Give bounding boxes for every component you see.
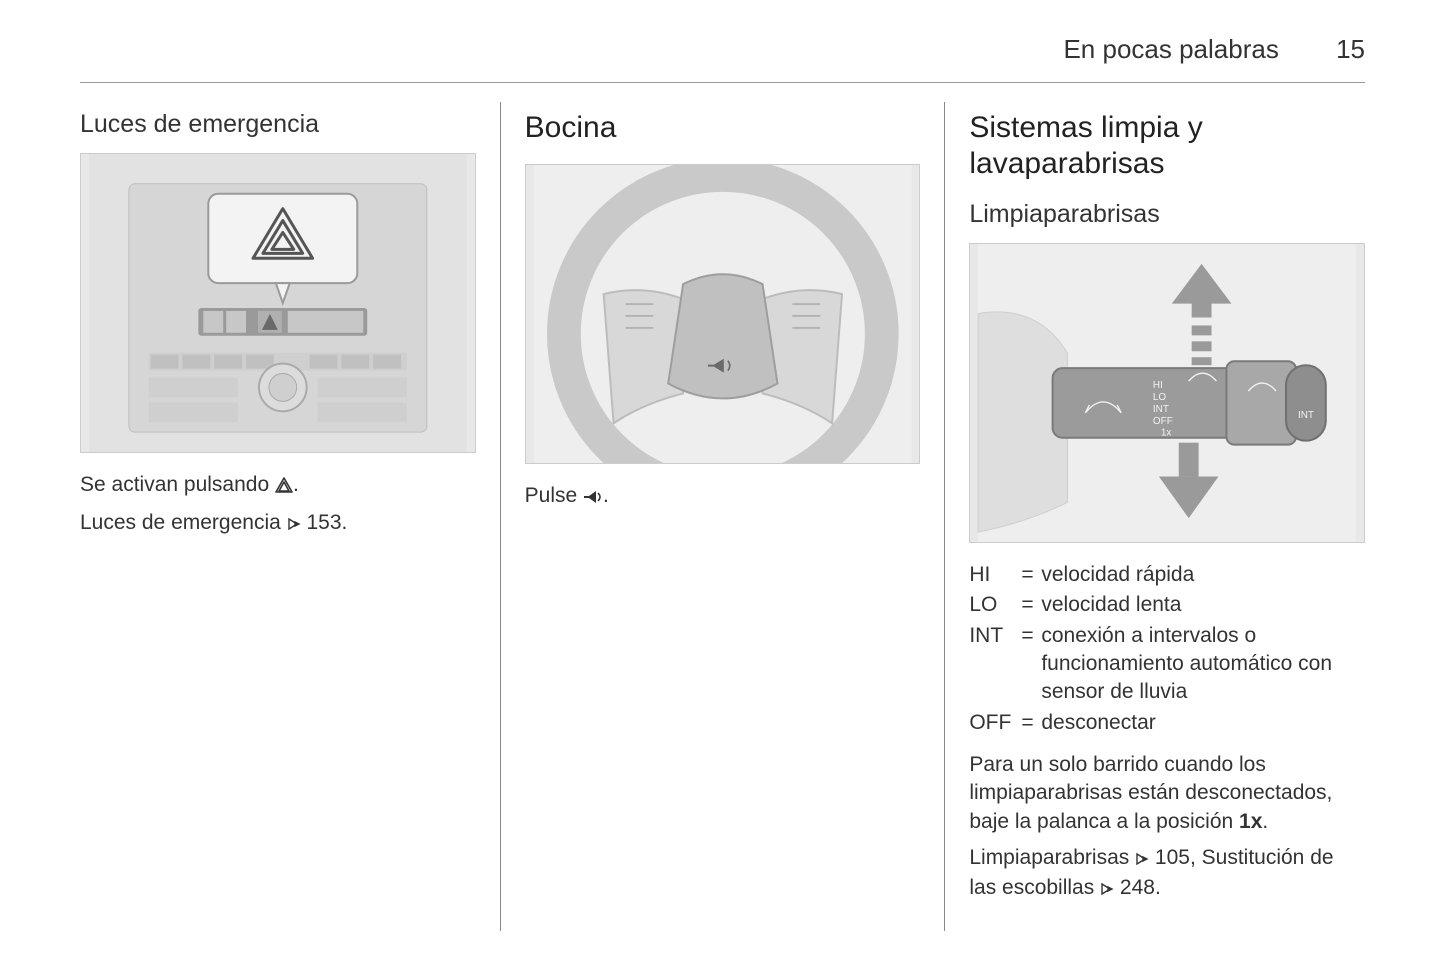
col3-para2: Limpiaparabrisas 105, Sustitución de las… <box>969 844 1365 905</box>
wiper-mode-definitions: HI = velocidad rápida LO = velocidad len… <box>969 561 1365 737</box>
running-title: En pocas palabras <box>1063 34 1278 65</box>
def-key-int: INT <box>969 622 1021 650</box>
col3-para1-a: Para un solo barrido cuando los limpiapa… <box>969 753 1332 833</box>
def-row: HI = velocidad rápida <box>969 561 1365 589</box>
def-row: LO = velocidad lenta <box>969 591 1365 619</box>
col3-para2-ref2: 248. <box>1114 876 1161 899</box>
def-eq: = <box>1021 591 1041 619</box>
col1-line1: Se activan pulsando . <box>80 471 476 501</box>
col1-line2-ref: 153. <box>301 511 348 534</box>
svg-text:1x: 1x <box>1161 428 1172 439</box>
header-rule <box>80 82 1365 83</box>
wiper-stalk-svg: HI LO INT OFF 1x INT <box>970 244 1364 542</box>
def-val-int: conexión a intervalos o funcionamiento a… <box>1041 622 1365 707</box>
col2-line1-prefix: Pulse <box>525 484 583 507</box>
def-key-off: OFF <box>969 709 1021 737</box>
column-1: Luces de emergencia <box>80 98 500 935</box>
col3-para1-b: . <box>1262 810 1268 833</box>
svg-text:INT: INT <box>1153 404 1169 415</box>
svg-text:HI: HI <box>1153 380 1163 391</box>
def-val-hi: velocidad rápida <box>1041 561 1365 589</box>
def-val-off: desconectar <box>1041 709 1365 737</box>
col3-para2-ref1: 105 <box>1149 846 1190 869</box>
wiper-stalk-illustration: HI LO INT OFF 1x INT <box>969 243 1365 543</box>
col1-line1-prefix: Se activan pulsando <box>80 473 275 496</box>
def-row: OFF = desconectar <box>969 709 1365 737</box>
steering-wheel-illustration <box>525 164 921 464</box>
column-2: Bocina <box>501 98 945 935</box>
def-eq: = <box>1021 561 1041 589</box>
col2-line1: Pulse . <box>525 482 921 512</box>
hazard-lights-illustration <box>80 153 476 453</box>
hazard-triangle-icon <box>275 473 293 501</box>
def-val-lo: velocidad lenta <box>1041 591 1365 619</box>
col3-para1: Para un solo barrido cuando los limpiapa… <box>969 751 1365 836</box>
column-3: Sistemas limpia y lavaparabrisas Limpiap… <box>945 98 1365 935</box>
col2-line1-suffix: . <box>603 484 609 507</box>
horn-icon <box>583 484 603 512</box>
running-header: En pocas palabras 15 <box>1063 34 1365 65</box>
col3-para1-bold: 1x <box>1239 810 1262 833</box>
col1-line2-prefix: Luces de emergencia <box>80 511 287 534</box>
col1-line1-suffix: . <box>293 473 299 496</box>
def-eq: = <box>1021 709 1041 737</box>
col3-subheading: Limpiaparabrisas <box>969 200 1365 229</box>
col2-heading: Bocina <box>525 110 921 146</box>
col3-para2-a: Limpiaparabrisas <box>969 846 1135 869</box>
col1-line2: Luces de emergencia 153. <box>80 509 476 539</box>
page-number: 15 <box>1336 34 1365 65</box>
steering-wheel-svg <box>526 165 920 463</box>
def-key-hi: HI <box>969 561 1021 589</box>
svg-text:OFF: OFF <box>1153 416 1173 427</box>
def-row: INT = conexión a intervalos o funcionami… <box>969 622 1365 707</box>
manual-page: En pocas palabras 15 Luces de emergencia <box>0 0 1445 965</box>
svg-text:INT: INT <box>1298 410 1314 421</box>
svg-text:LO: LO <box>1153 392 1167 403</box>
hazard-dashboard-svg <box>81 154 475 452</box>
content-columns: Luces de emergencia <box>80 98 1365 935</box>
page-ref-arrow-icon <box>1135 846 1149 874</box>
page-ref-arrow-icon <box>1100 876 1114 904</box>
col1-heading: Luces de emergencia <box>80 110 476 139</box>
page-ref-arrow-icon <box>287 511 301 539</box>
col3-heading: Sistemas limpia y lavaparabrisas <box>969 110 1365 182</box>
def-key-lo: LO <box>969 591 1021 619</box>
def-eq: = <box>1021 622 1041 650</box>
